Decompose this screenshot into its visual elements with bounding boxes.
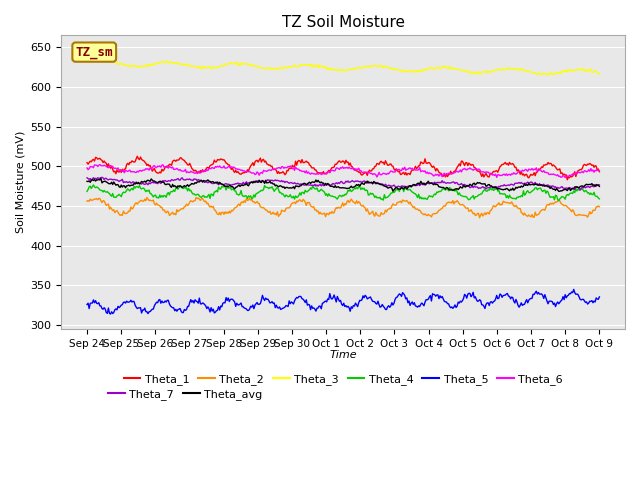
- Text: TZ_sm: TZ_sm: [76, 46, 113, 59]
- Legend: Theta_7, Theta_avg: Theta_7, Theta_avg: [104, 384, 267, 404]
- Title: TZ Soil Moisture: TZ Soil Moisture: [282, 15, 404, 30]
- X-axis label: Time: Time: [330, 350, 357, 360]
- Y-axis label: Soil Moisture (mV): Soil Moisture (mV): [15, 131, 25, 233]
